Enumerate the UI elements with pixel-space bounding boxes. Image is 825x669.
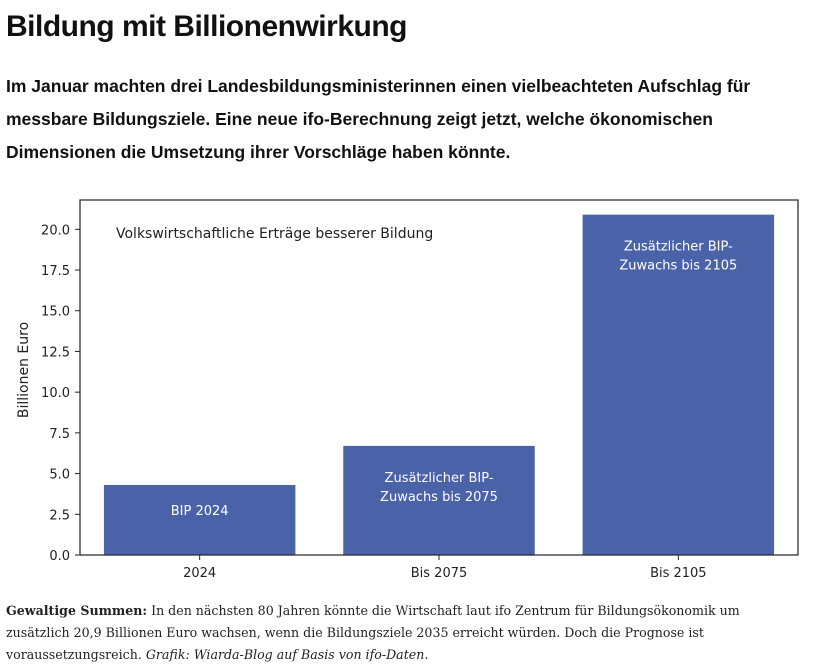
caption-lead-in: Gewaltige Summen: — [6, 603, 148, 618]
article-headline: Bildung mit Billionenwirkung — [6, 10, 407, 43]
y-tick-label: 12.5 — [41, 345, 70, 360]
bar — [582, 214, 775, 556]
y-tick-label: 0.0 — [49, 549, 70, 564]
figure-caption: Gewaltige Summen: In den nächsten 80 Jah… — [6, 600, 806, 666]
bar-label: Zuwachs bis 2105 — [619, 259, 737, 274]
y-tick-label: 15.0 — [41, 305, 70, 320]
bar-chart: BIP 2024 Zusätzlicher BIP- Zuwachs bis 207… — [16, 199, 799, 581]
caption-text: In den nächsten 80 Jahren könnte die Wir… — [6, 603, 740, 662]
bar — [343, 445, 535, 555]
bars-layer: BIP 2024 Zusätzlicher BIP- Zuwachs bis 207… — [103, 214, 775, 556]
y-tick-label: 5.0 — [49, 468, 70, 483]
y-axis-label: Billionen Euro — [16, 322, 32, 418]
bar-label: Zusätzlicher BIP- — [624, 240, 733, 255]
y-tick-label: 17.5 — [41, 264, 70, 279]
chart-title: Volkswirtschaftliche Erträge besserer Bi… — [116, 226, 433, 242]
caption-credit: Grafik: Wiarda-Blog auf Basis von ifo-Da… — [145, 647, 429, 662]
plot-frame — [79, 199, 799, 556]
x-tick-label: Bis 2075 — [411, 566, 468, 581]
y-tick-label: 7.5 — [49, 427, 70, 442]
axes-layer: 2024 Bis 2075 Bis 2105 0.0 2.5 5.0 7.5 10.0 12.5… — [41, 199, 799, 581]
bar-label: BIP 2024 — [171, 504, 229, 519]
x-tick-label: 2024 — [183, 566, 216, 581]
bar-label: Zuwachs bis 2075 — [380, 490, 498, 505]
y-tick-label: 2.5 — [49, 508, 70, 523]
bar-label: Zusätzlicher BIP- — [385, 471, 494, 486]
article-lead: Im Januar machten drei Landesbildungsmin… — [6, 76, 751, 162]
y-tick-label: 10.0 — [41, 386, 70, 401]
bar — [103, 484, 296, 555]
y-tick-label: 20.0 — [41, 223, 70, 238]
x-tick-label: Bis 2105 — [650, 566, 707, 581]
